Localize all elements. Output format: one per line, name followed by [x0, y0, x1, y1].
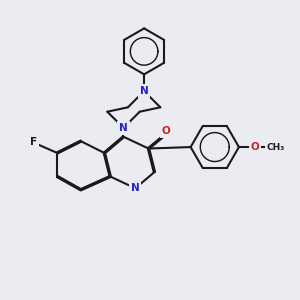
Text: O: O [162, 126, 171, 136]
Text: N: N [119, 123, 128, 133]
Text: CH₃: CH₃ [267, 142, 285, 152]
Text: N: N [131, 183, 140, 193]
Text: O: O [251, 142, 260, 152]
Text: N: N [140, 86, 148, 96]
Text: F: F [30, 137, 37, 147]
